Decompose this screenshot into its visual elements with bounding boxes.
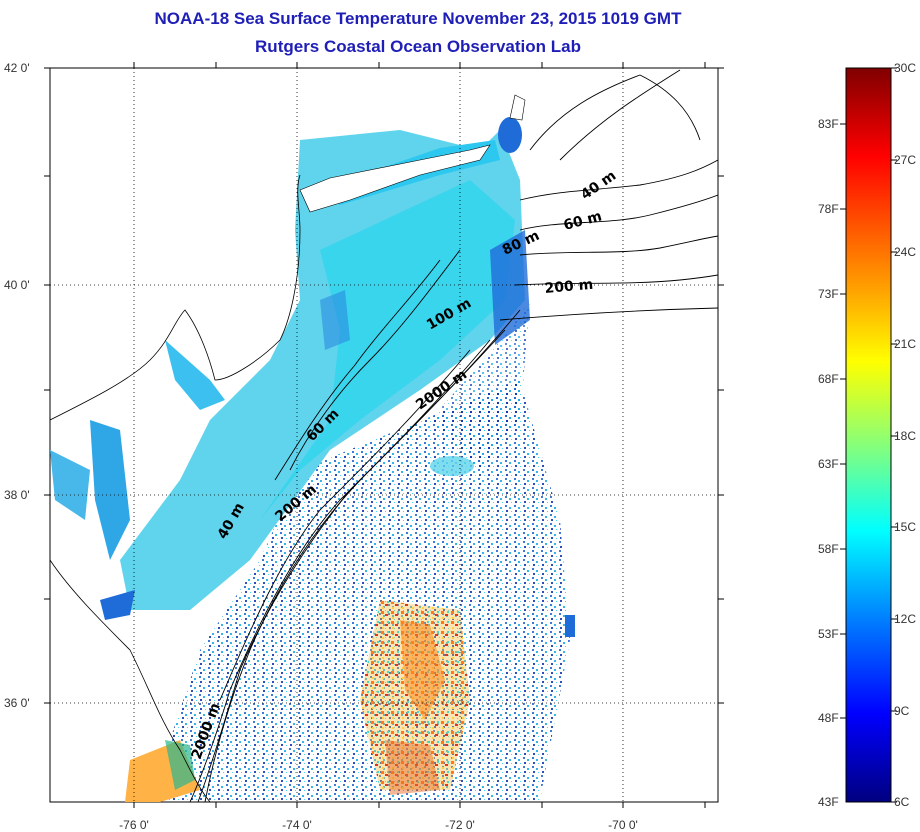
colorbar-f-label: 83F [818, 117, 839, 131]
colorbar-c-label: 24C [894, 245, 917, 259]
colorbar-c-label: 18C [894, 429, 917, 443]
colorbar-c-label: 27C [894, 153, 917, 167]
lat-label: 36 0' [4, 696, 30, 710]
colorbar-f-label: 53F [818, 627, 839, 641]
bathymetry-contours [189, 69, 718, 802]
colorbar-f-label: 63F [818, 457, 839, 471]
colorbar-f-label: 73F [818, 287, 839, 301]
colorbar-c-label: 9C [894, 704, 910, 718]
lat-label: 42 0' [4, 61, 30, 75]
map-title: NOAA-18 Sea Surface Temperature November… [154, 9, 682, 28]
lon-label: -72 0' [445, 818, 475, 832]
colorbar-ticks [840, 67, 897, 803]
axis-ticks [44, 62, 724, 808]
colorbar-c-label: 15C [894, 520, 917, 534]
colorbar-f-label: 43F [818, 795, 839, 809]
colorbar-c-label: 12C [894, 612, 917, 626]
colorbar-f-label: 48F [818, 711, 839, 725]
lat-label: 40 0' [4, 278, 30, 292]
temperature-colorbar [845, 67, 892, 803]
sst-data-layer [50, 94, 575, 802]
contour-label: 200 m [544, 277, 594, 297]
colorbar-c-label: 21C [894, 337, 917, 351]
colorbar-f-label: 68F [818, 372, 839, 386]
colorbar-f-label: 58F [818, 542, 839, 556]
map-subtitle: Rutgers Coastal Ocean Observation Lab [255, 37, 581, 56]
lat-label: 38 0' [4, 488, 30, 502]
lon-label: -70 0' [608, 818, 638, 832]
graticule [50, 68, 718, 802]
lon-label: -74 0' [282, 818, 312, 832]
colorbar-c-label: 6C [894, 795, 910, 809]
lon-label: -76 0' [119, 818, 149, 832]
colorbar-f-label: 78F [818, 202, 839, 216]
colorbar-c-label: 30C [894, 61, 917, 75]
